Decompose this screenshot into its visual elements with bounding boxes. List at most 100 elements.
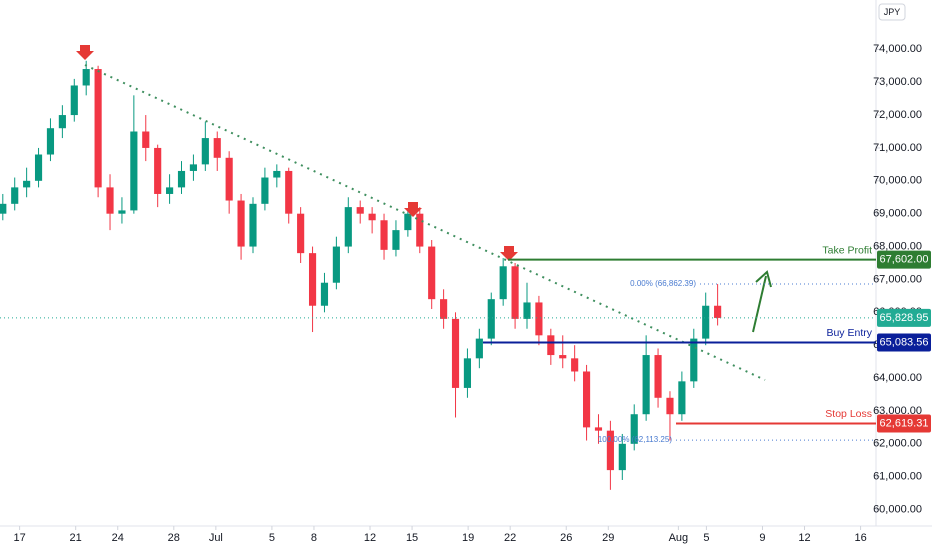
candle-body [23, 180, 31, 188]
candle-body [142, 131, 150, 148]
candle-body [666, 397, 674, 415]
candle-body [130, 131, 138, 211]
peak-arrow [76, 45, 94, 60]
candle-body [261, 177, 269, 204]
level-tag [877, 414, 931, 433]
y-tick-label: 68,000.00 [873, 240, 922, 252]
level-tag [877, 333, 931, 352]
candle-body [46, 128, 55, 155]
candle-body [642, 355, 650, 415]
x-tick-label: 8 [311, 532, 317, 544]
candle-body [404, 213, 412, 231]
x-tick-label: 15 [406, 532, 418, 544]
candle-body [189, 164, 197, 171]
candle-body [654, 355, 662, 398]
level-name: Take Profit [822, 244, 872, 256]
candle-body [94, 69, 102, 188]
candle-body [594, 427, 603, 431]
candle-body [440, 299, 448, 319]
candle-body [106, 187, 114, 214]
x-tick-label: 22 [504, 532, 516, 544]
candle-body [70, 85, 78, 116]
y-tick-label: 61,000.00 [873, 471, 922, 483]
candle-body [213, 138, 221, 158]
candle-body [332, 246, 340, 283]
y-tick-label: 63,000.00 [873, 405, 922, 417]
candle-body [714, 305, 722, 318]
last-price-tag [877, 308, 931, 327]
candle-body [428, 246, 436, 300]
candle-body [451, 318, 460, 388]
candle-body [463, 358, 472, 388]
candle-body [630, 414, 638, 444]
y-tick-label: 70,000.00 [873, 175, 922, 187]
y-tick-label: 72,000.00 [873, 109, 922, 121]
candle-body [0, 203, 7, 214]
fib-label: 100.00% (62,113.25) [598, 435, 672, 444]
candle-body [58, 115, 66, 129]
candle-body [475, 338, 483, 359]
candle-body [499, 266, 507, 300]
level-name: Buy Entry [826, 327, 872, 339]
level-label: 67,602.00 [880, 254, 929, 266]
y-tick-label: 62,000.00 [873, 438, 922, 450]
candle-body [237, 200, 245, 247]
x-tick-label: 5 [269, 532, 275, 544]
candle-body [297, 213, 305, 254]
candle-body [582, 371, 591, 428]
target-arrow [752, 275, 767, 333]
candle-body [273, 170, 281, 178]
x-tick-label: 16 [854, 532, 866, 544]
x-tick-label: 21 [70, 532, 82, 544]
last-price-label: 65,828.95 [880, 312, 929, 324]
level-name: Stop Loss [825, 408, 872, 420]
target-arrow-head [755, 270, 772, 288]
y-tick-label: 71,000.00 [873, 142, 922, 154]
x-tick-label: 26 [560, 532, 572, 544]
candle-body [201, 138, 209, 165]
peak-arrow [404, 202, 422, 217]
y-tick-label: 74,000.00 [873, 43, 922, 55]
candle-body [606, 430, 614, 471]
candle-body [344, 207, 352, 247]
candle-body [511, 266, 519, 319]
x-tick-label: 17 [13, 532, 25, 544]
candle-body [368, 213, 376, 221]
candle-body [380, 220, 388, 250]
candle-body [225, 157, 233, 201]
level-label: 65,083.56 [880, 336, 929, 348]
candle-body [690, 338, 698, 382]
y-tick-label: 64,000.00 [873, 372, 922, 384]
candle-body [285, 170, 293, 214]
candle-body [618, 443, 626, 471]
candle-body [34, 154, 43, 181]
fib-label: 0.00% (66,862.39) [630, 279, 696, 288]
peak-arrow [500, 246, 518, 261]
level-tag [877, 250, 931, 269]
candle-body [320, 282, 329, 306]
candle-body [356, 207, 364, 214]
candle-body [547, 335, 555, 356]
candle-body [392, 230, 400, 250]
y-tick-label: 69,000.00 [873, 208, 922, 220]
y-tick-label: 73,000.00 [873, 76, 922, 88]
candle-body [702, 305, 710, 339]
candle-body [154, 147, 162, 194]
candle-body [416, 213, 424, 247]
y-tick-label: 60,000.00 [873, 503, 922, 515]
currency: JPY [884, 7, 901, 17]
level-label: 62,619.31 [880, 417, 929, 429]
candle-body [11, 187, 19, 204]
candle-body [571, 358, 579, 372]
candle-body [166, 187, 174, 194]
x-tick-label: 24 [112, 532, 124, 544]
x-tick-label: 12 [364, 532, 376, 544]
candle-body [535, 302, 543, 336]
x-tick-label: 5 [703, 532, 709, 544]
candle-body [177, 170, 186, 188]
candle-body [559, 355, 567, 359]
x-tick-label: 28 [168, 532, 180, 544]
